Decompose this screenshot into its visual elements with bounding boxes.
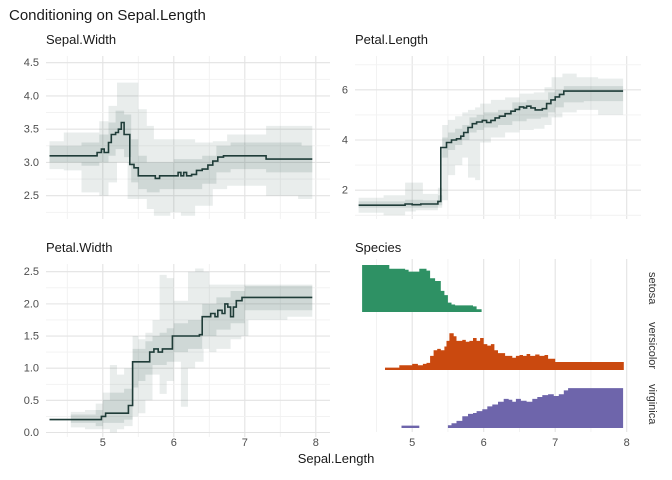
density-virginica — [401, 388, 624, 428]
panel-title-petal-length: Petal.Length — [355, 32, 429, 47]
strip-label-virginica: virginica — [646, 383, 658, 425]
strip-label-setosa: setosa — [646, 271, 658, 305]
panel-title-species: Species — [355, 240, 402, 255]
x-tick-label: 8 — [313, 437, 319, 449]
y-tick-label: 2.5 — [24, 266, 39, 278]
fitted-step-line — [49, 296, 313, 421]
x-tick-label: 7 — [552, 437, 558, 449]
panel-title-petal-width: Petal.Width — [46, 240, 113, 255]
y-tick-label: 4 — [342, 135, 348, 147]
confidence-band-inner — [49, 110, 313, 193]
confidence-band-inner — [358, 86, 624, 208]
y-tick-label: 1.5 — [24, 331, 39, 343]
density-versicolor — [385, 333, 624, 370]
fitted-step-line — [49, 121, 313, 180]
fitted-step-line — [358, 90, 624, 206]
panel-petal-length: 2 4 6 — [342, 56, 641, 219]
panel-title-sepal-width: Sepal.Width — [46, 32, 117, 47]
x-tick-label: 8 — [624, 437, 630, 449]
panel-species: 5 6 7 8 — [362, 259, 630, 449]
y-tick-label: 3.5 — [24, 124, 39, 136]
y-tick-label: 2.5 — [24, 190, 39, 202]
panel-petal-width: 0.0 0.5 1.0 1.5 2.0 2.5 5 6 7 8 — [24, 264, 330, 449]
figure-title: Conditioning on Sepal.Length — [9, 7, 206, 24]
y-tick-label: 4.5 — [24, 57, 39, 69]
x-tick-label: 7 — [242, 437, 248, 449]
y-tick-label: 6 — [342, 84, 348, 96]
y-tick-label: 0.5 — [24, 395, 39, 407]
y-tick-label: 0.0 — [24, 427, 39, 439]
strip-label-versicolor: versicolor — [646, 322, 658, 370]
y-tick-label: 3.0 — [24, 157, 39, 169]
confidence-band-inner — [70, 285, 313, 427]
confidence-band-outer — [49, 82, 313, 216]
y-tick-label: 1.0 — [24, 363, 39, 375]
density-setosa — [362, 265, 482, 312]
confidence-band-outer — [358, 73, 624, 216]
y-tick-label: 4.0 — [24, 90, 39, 102]
y-tick-label: 2.0 — [24, 298, 39, 310]
x-tick-label: 6 — [481, 437, 487, 449]
x-axis-title: Sepal.Length — [297, 451, 375, 466]
confidence-band-outer — [70, 268, 313, 433]
panel-sepal-width: 2.5 3.0 3.5 4.0 4.5 — [24, 56, 330, 219]
x-tick-label: 6 — [171, 437, 177, 449]
x-tick-label: 5 — [100, 437, 106, 449]
y-tick-label: 2 — [342, 185, 348, 197]
x-tick-label: 5 — [409, 437, 415, 449]
